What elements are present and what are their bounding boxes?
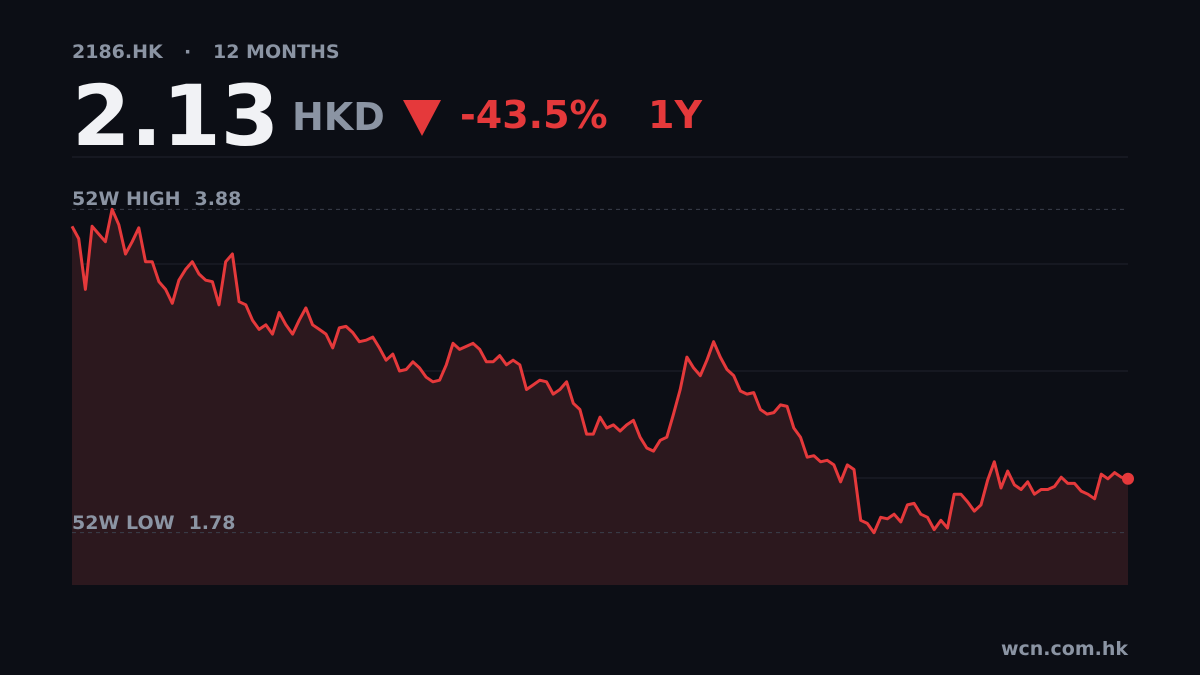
separator: · bbox=[184, 41, 191, 63]
price: 2.13 bbox=[72, 67, 279, 165]
last-point bbox=[1122, 472, 1134, 485]
reference-label: 52W LOW bbox=[72, 512, 175, 534]
reference-value: 1.78 bbox=[189, 512, 236, 534]
change: -43.5% bbox=[460, 93, 608, 137]
ticker: 2186.HK bbox=[72, 41, 164, 63]
reference-value: 3.88 bbox=[194, 188, 241, 210]
source: wcn.com.hk bbox=[1001, 638, 1128, 660]
range: 1Y bbox=[648, 93, 702, 137]
period: 12 MONTHS bbox=[213, 41, 340, 63]
reference-label: 52W HIGH bbox=[72, 188, 180, 210]
currency: HKD bbox=[292, 95, 385, 139]
price-line bbox=[70, 207, 1129, 535]
down-arrow bbox=[403, 100, 441, 136]
area bbox=[72, 209, 1128, 586]
